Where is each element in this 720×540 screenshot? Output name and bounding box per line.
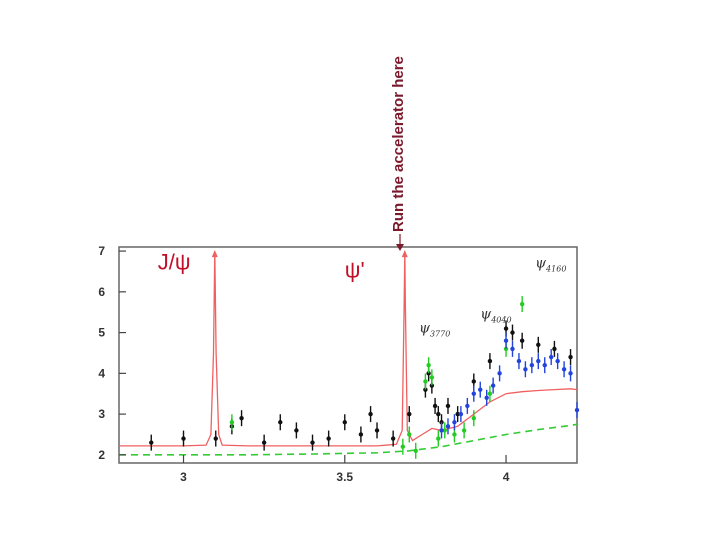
data-point [181,430,186,447]
peak-label: ψ3770 [419,321,450,339]
data-point [432,397,438,414]
peak-label: ψ4160 [535,255,566,273]
annotation-arrowhead [396,244,404,251]
data-point [407,426,412,443]
data-point [445,418,451,435]
data-point [490,377,496,394]
data-point [390,430,396,447]
plot-frame [118,246,578,464]
data-point [278,414,283,431]
data-point [326,430,331,447]
data-point [429,369,435,386]
x-tick-label: 4 [503,470,510,484]
data-point [478,381,483,398]
data-point [407,406,412,423]
data-point [519,332,525,349]
data-point [400,438,406,455]
peak-label: J/ψ [158,249,191,274]
data-point [368,406,373,423]
data-point [471,410,476,427]
data-point [442,422,447,439]
y-tick-label: 6 [98,285,105,299]
tick-layer: 3 3.5 4 2 3 4 5 6 7 [98,244,509,484]
data-point [574,402,580,419]
data-point [497,365,502,382]
data-point [510,340,515,357]
x-tick-label: 3 [180,470,187,484]
data-point [516,353,522,370]
data-point [374,422,380,439]
data-point [568,349,573,366]
data-point [294,422,299,439]
series-layer [119,250,578,456]
peak-label-layer: J/ψ ψ' ψ3770 ψ4040 ψ4160 [158,249,567,338]
data-point [471,385,476,402]
data-point [239,410,244,427]
data-point [548,349,554,366]
data-point [413,442,418,459]
marker-layer [149,296,580,459]
y-tick-label: 2 [98,448,105,462]
data-point [439,422,444,439]
data-point [426,357,431,374]
peak-label: ψ' [345,258,365,283]
y-tick-label: 5 [98,326,105,340]
data-point [487,353,493,370]
data-point [458,406,464,423]
y-tick-label: 7 [98,244,105,258]
data-point [436,430,441,447]
data-point [436,406,441,423]
x-tick-label: 3.5 [336,470,353,484]
data-point [452,414,457,431]
data-point [503,332,509,349]
data-point [423,373,428,390]
data-point [519,296,525,313]
data-point [229,414,235,431]
data-point [213,430,218,447]
data-point [445,397,451,414]
data-point [542,357,547,374]
data-point [487,385,493,402]
peak-label: ψ4040 [480,306,511,324]
data-point [555,353,560,370]
data-point [568,365,573,382]
data-point [310,434,315,451]
data-point [536,353,541,370]
data-point [523,361,528,378]
data-point [465,397,470,414]
annotation-label: Run the accelerator here [390,56,407,232]
data-point [510,324,515,341]
data-point [455,406,460,423]
data-point [261,434,267,451]
data-point [484,389,489,406]
data-point [561,361,567,378]
data-point [149,434,154,451]
data-point [342,414,347,431]
data-point [461,422,467,439]
data-point [536,336,541,353]
data-point [529,357,535,374]
background-curve-line [119,423,578,456]
peak-arrowhead [211,250,218,258]
peak-arrowhead [401,250,408,258]
data-point [358,426,364,443]
y-tick-label: 3 [98,407,105,421]
y-tick-label: 4 [98,366,105,380]
data-point [552,340,557,357]
